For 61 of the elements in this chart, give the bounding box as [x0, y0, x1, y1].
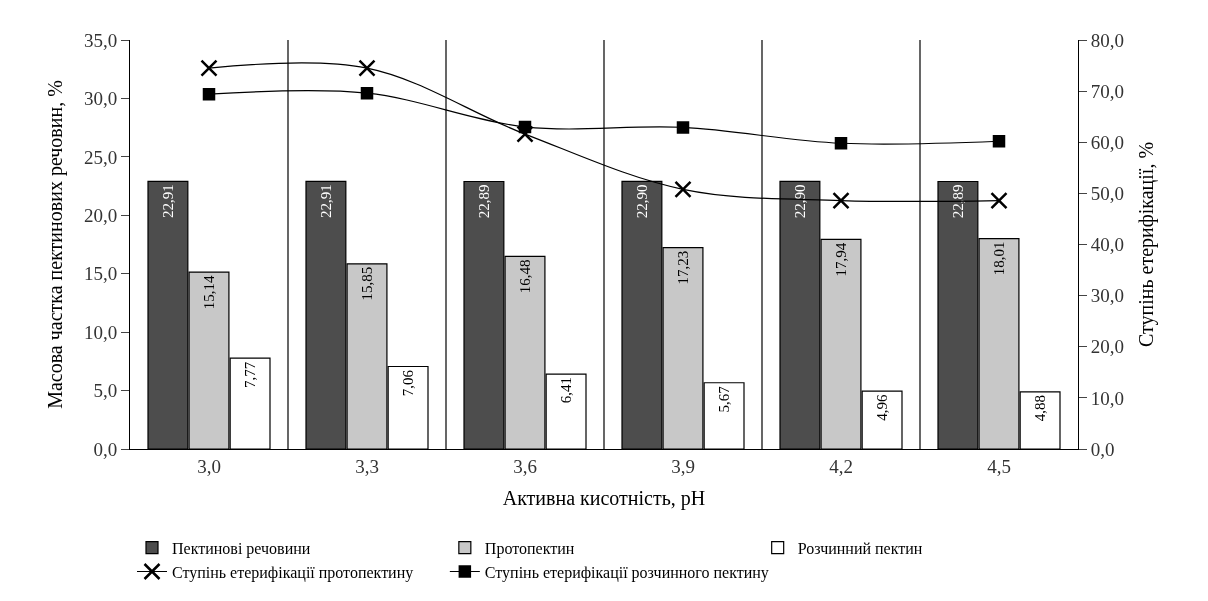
y-tick-label: 15,0 — [83, 263, 118, 285]
data-label: 22,91 — [159, 184, 176, 219]
data-label: 5,67 — [716, 385, 733, 413]
x-tick-label: 3,9 — [671, 455, 695, 477]
y2-tick-label: 80,0 — [1090, 29, 1125, 51]
data-label: 16,48 — [517, 259, 533, 294]
x-tick-label: 4,2 — [829, 455, 853, 477]
y-tick-label: 20,0 — [83, 204, 118, 226]
point — [832, 191, 850, 210]
point — [834, 137, 848, 150]
data-label: 17,94 — [833, 242, 849, 277]
x-tick-label: 3,6 — [513, 455, 537, 477]
point — [676, 121, 690, 134]
legend-label: Пектинові речовини — [172, 539, 311, 558]
x-axis-title: Активна кисотність, pH — [502, 487, 706, 511]
data-label: 22,89 — [949, 184, 966, 219]
y2-tick-label: 40,0 — [1090, 234, 1125, 256]
x-tick-label: 4,5 — [987, 455, 1011, 477]
x-tick-label: 3,0 — [197, 455, 221, 477]
y2-tick-label: 10,0 — [1090, 387, 1125, 409]
point — [992, 134, 1006, 148]
data-label: 4,96 — [874, 394, 891, 421]
x-tick-label: 3,3 — [355, 455, 379, 477]
y2-tick-label: 70,0 — [1090, 80, 1125, 102]
y-tick-label: 10,0 — [83, 321, 118, 343]
data-label: 7,06 — [400, 369, 417, 397]
data-label: 15,14 — [201, 275, 217, 310]
data-label: 22,90 — [791, 184, 808, 219]
data-label: 18,01 — [991, 241, 1007, 276]
data-label: 15,85 — [359, 266, 375, 301]
legend-label: Ступінь етерифікації протопектину — [172, 563, 414, 582]
point — [360, 86, 374, 100]
point — [516, 125, 534, 143]
legend-label: Розчинний пектин — [797, 539, 923, 557]
y-tick-label: 5,0 — [93, 380, 118, 402]
y-tick-label: 0,0 — [93, 438, 118, 460]
y2-tick-label: 20,0 — [1090, 336, 1125, 358]
y2-tick-label: 0,0 — [1090, 438, 1115, 460]
y2-tick-label: 60,0 — [1090, 131, 1125, 153]
data-label: 22,91 — [317, 184, 334, 219]
y2-tick-label: 30,0 — [1090, 285, 1125, 307]
y-tick-label: 35,0 — [83, 29, 118, 51]
legend-label: Протопектин — [484, 539, 575, 558]
point — [202, 87, 216, 101]
data-label: 6,41 — [558, 377, 575, 404]
point — [518, 120, 532, 134]
point — [674, 180, 692, 199]
data-label: 4,88 — [1032, 394, 1049, 422]
point — [358, 59, 376, 77]
data-label: 17,23 — [675, 250, 691, 285]
y2-axis-title: Ступінь етерифікації, % — [1134, 141, 1158, 348]
data-label: 7,77 — [242, 361, 259, 388]
point — [990, 191, 1008, 210]
y-axis-title: Масова частка пектинових речовин, % — [44, 80, 68, 409]
legend-label: Ступінь етерифікації розчинного пектину — [484, 563, 769, 582]
y-tick-label: 25,0 — [83, 146, 118, 168]
data-label: 22,89 — [475, 184, 492, 219]
data-label: 22,90 — [633, 184, 650, 219]
y-tick-label: 30,0 — [83, 88, 118, 110]
point — [200, 59, 218, 77]
y2-tick-label: 50,0 — [1090, 183, 1125, 205]
